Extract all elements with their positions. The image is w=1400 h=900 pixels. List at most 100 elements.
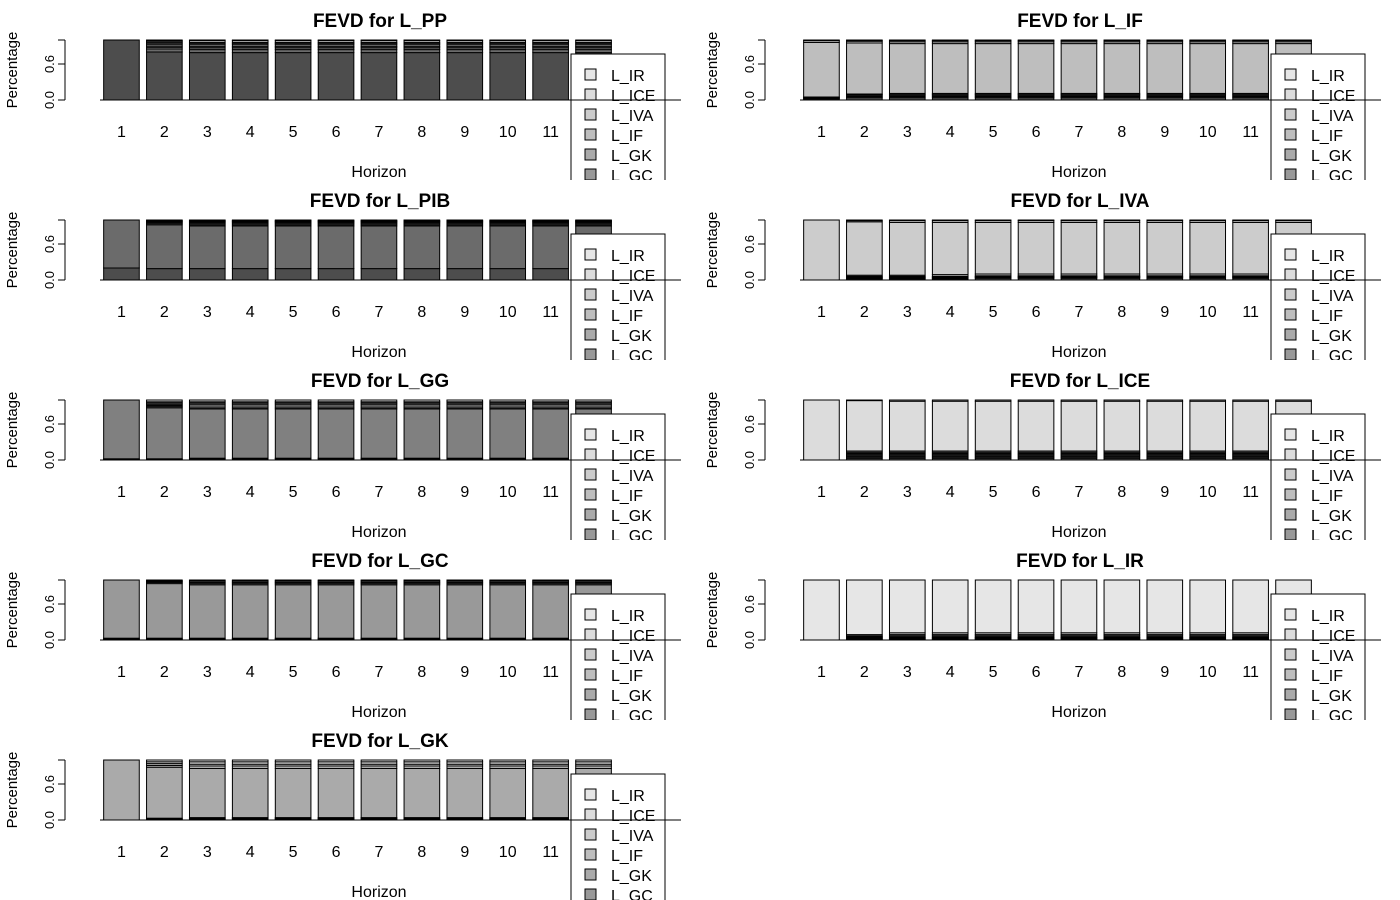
bar-segment-l_if (1189, 43, 1227, 94)
bar-segment-l_pp (231, 52, 269, 101)
x-tick-label: 5 (289, 484, 298, 501)
legend-swatch-l_gc (584, 888, 597, 900)
fevd-panel: FEVD for L_PP Percentage 0.0 0.6 1 2 3 4 5 6 7 8 9 10… (4, 11, 681, 181)
legend-swatch-l_gc (1284, 708, 1297, 720)
legend-label: L_IVA (1311, 108, 1354, 125)
legend: L_IR L_ICE L_IVA L_IF L_GK L_GC (570, 413, 666, 545)
bar-segment-l_gg (274, 408, 312, 459)
legend-label: L_IVA (1311, 288, 1354, 305)
legend-label: L_GK (611, 328, 652, 345)
bar-segment-l_ir (1232, 399, 1269, 402)
legend-label: L_IR (611, 788, 645, 805)
x-tick-label: 4 (946, 484, 955, 501)
bar-segment-l_ir (1232, 39, 1269, 42)
bar-segment-l_iva (1232, 221, 1269, 275)
bar-segment-l_ir (1060, 399, 1098, 402)
x-axis-label: Horizon (351, 344, 406, 361)
x-tick-label: 10 (499, 304, 517, 321)
bar-segment-l_gc (446, 584, 484, 639)
bar-segment-l_ir (446, 399, 484, 403)
legend-label: L_IF (1311, 668, 1343, 685)
bar-segment-l_pp (317, 268, 355, 281)
x-tick-label: 2 (160, 484, 169, 501)
legend-swatch-l_ir (1284, 248, 1297, 261)
legend-swatch-l_gk (1284, 148, 1297, 161)
bar-segment-l_iva (888, 221, 926, 276)
bar-segment-l_ir (188, 759, 226, 763)
legend-label: L_IVA (611, 828, 654, 845)
y-tick-label: 0.6 (42, 235, 57, 253)
legend-swatch-l_gc (584, 168, 597, 180)
bar-segment-l_ir (403, 219, 441, 222)
x-tick-label: 10 (1199, 484, 1217, 501)
y-tick-label: 0.0 (742, 271, 757, 289)
bar-segment-l_ir (231, 579, 269, 582)
bar-segment-l_pp (446, 268, 484, 281)
legend-swatch-l_if (584, 848, 597, 861)
bar-segment-l_ice (1232, 400, 1269, 452)
legend-swatch-l_gk (1284, 508, 1297, 521)
legend-swatch-l_ice (584, 448, 597, 461)
y-tick-label: 0.0 (42, 631, 57, 649)
bar-segment-l_ir (1189, 219, 1227, 222)
bar-segment-l_gk (146, 766, 183, 819)
bar-segment-l_ir (274, 759, 312, 763)
bar-segment-l_ir (1146, 579, 1184, 634)
bar-segment-l_ir (146, 579, 183, 582)
bar-segment-l_pp (274, 52, 312, 101)
bar-segment-l_gk (103, 759, 140, 821)
x-tick-label: 8 (1117, 664, 1126, 681)
bar-segment-l_pp (360, 52, 398, 101)
legend: L_IR L_ICE L_IVA L_IF L_GK L_GC (1270, 593, 1366, 720)
x-tick-label: 7 (1075, 664, 1084, 681)
bar-segment-l_ir (231, 759, 269, 763)
bar-segment-l_ir (1017, 219, 1055, 222)
bar-segment-l_ir (274, 579, 312, 582)
x-tick-label: 7 (375, 844, 384, 861)
bar-segment-l_ir (403, 399, 441, 403)
bar-segment-l_ir (888, 399, 926, 402)
bar-segment-l_ir (446, 219, 484, 222)
bar-segment-l_if (846, 42, 883, 95)
y-axis-label: Percentage (704, 212, 721, 289)
bar-segment-l_ir (575, 399, 612, 403)
bar-segment-l_ir (532, 399, 569, 403)
bar-segment-l_gg (489, 408, 527, 459)
bar-segment-l_ir (846, 399, 883, 402)
legend-label: L_IR (1311, 68, 1345, 85)
x-tick-label: 2 (160, 664, 169, 681)
bar-segment-l_ir (1060, 219, 1098, 222)
bar-segment-l_ir (974, 219, 1012, 222)
panel-title: FEVD for L_ICE (1010, 371, 1150, 392)
bar-segment-l_ir (888, 579, 926, 634)
x-tick-label: 11 (1242, 484, 1259, 501)
bar-segment-l_pib (489, 225, 527, 270)
x-axis-label: Horizon (351, 164, 406, 181)
legend-swatch-l_if (584, 668, 597, 681)
legend-label: L_ICE (1311, 88, 1355, 105)
legend-swatch-l_iva (1284, 108, 1297, 121)
legend: L_IR L_ICE L_IVA L_IF L_GK L_GC (1270, 413, 1366, 540)
x-tick-label: 8 (1117, 484, 1126, 501)
bar-segment-l_ir (931, 39, 969, 42)
bar-segment-l_gg (446, 408, 484, 459)
legend-label: L_GK (1311, 508, 1352, 525)
x-tick-label: 2 (860, 124, 869, 141)
x-axis-label: Horizon (1051, 164, 1106, 181)
bar-segment-l_if (888, 43, 926, 94)
x-tick-label: 9 (460, 664, 469, 681)
bar-segment-l_gc (532, 584, 569, 639)
x-tick-label: 11 (1242, 304, 1259, 321)
legend-label: L_GK (1311, 688, 1352, 705)
fevd-panel: FEVD for L_GC Percentage 0.0 0.6 1 2 3 4 5 6 7 8 9 10… (4, 551, 681, 721)
x-tick-label: 5 (289, 844, 298, 861)
bar-segment-l_pp (317, 52, 355, 101)
bar-segment-l_ir (403, 39, 441, 42)
legend-swatch-l_if (584, 308, 597, 321)
x-tick-label: 10 (1199, 124, 1217, 141)
legend-label: L_GC (611, 528, 653, 545)
x-tick-label: 6 (1032, 484, 1041, 501)
bar-segment-l_pib (146, 224, 183, 270)
bar-segment-l_gc (146, 583, 183, 639)
bar-segment-l_ir (803, 579, 840, 641)
